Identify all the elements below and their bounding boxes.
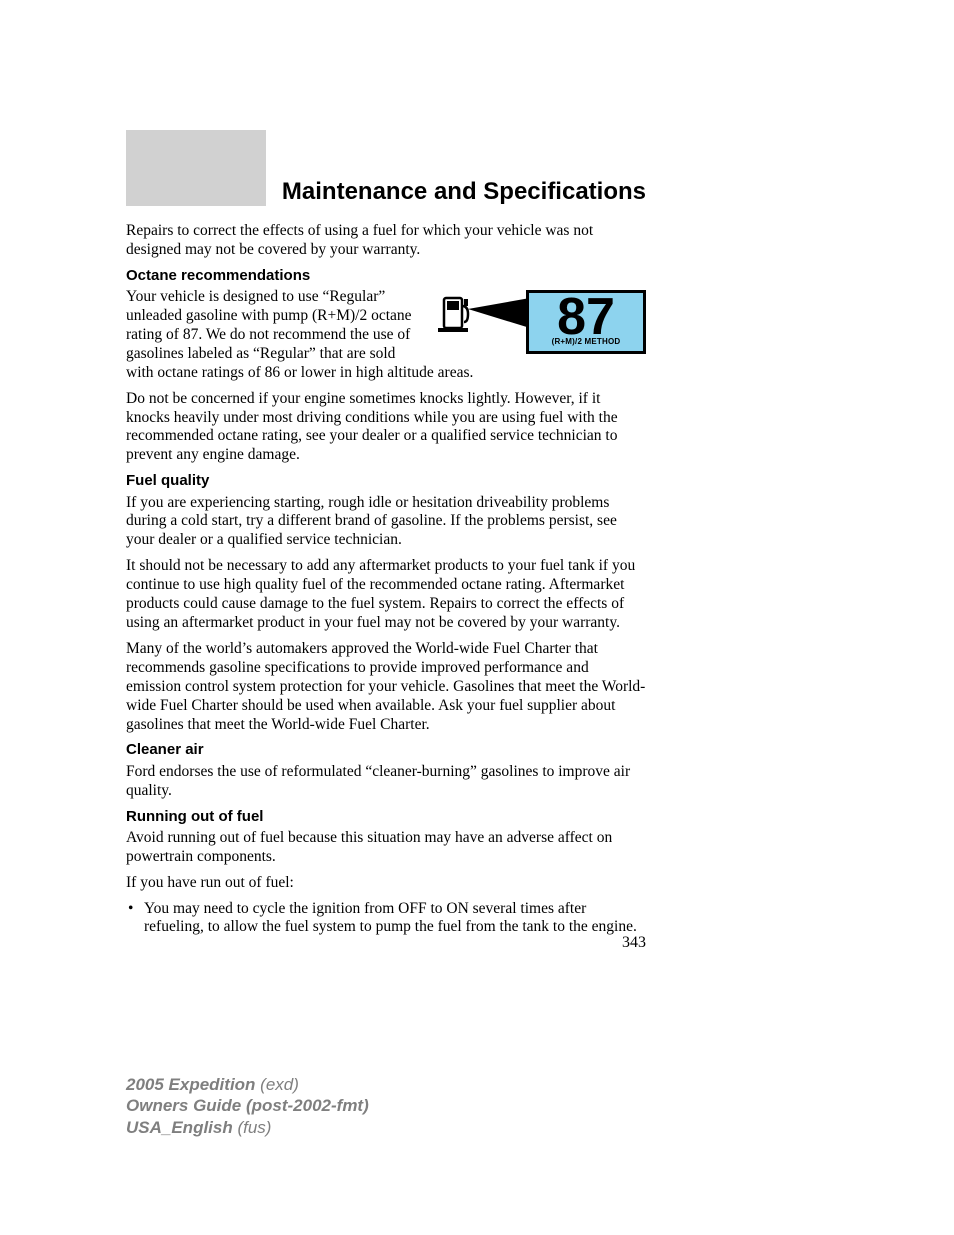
ro-p2: If you have run out of fuel:	[126, 874, 646, 893]
heading-fuel-quality: Fuel quality	[126, 472, 646, 490]
octane-method: (R+M)/2 METHOD	[529, 337, 643, 347]
footer-line-1: 2005 Expedition (exd)	[126, 1074, 369, 1095]
footer-line3-rest: (fus)	[233, 1118, 272, 1137]
fuel-pump-icon	[438, 294, 530, 344]
heading-running-out: Running out of fuel	[126, 808, 646, 826]
footer-line1-bold: 2005 Expedition	[126, 1075, 255, 1094]
fq-p3: Many of the world’s automakers approved …	[126, 640, 646, 735]
fq-p2: It should not be necessary to add any af…	[126, 557, 646, 633]
fq-p1: If you are experiencing starting, rough …	[126, 494, 646, 551]
bullet-text: You may need to cycle the ignition from …	[144, 900, 646, 938]
footer-line2-bold: Owners Guide (post-2002-fmt)	[126, 1096, 369, 1115]
bullet-dot-icon: •	[126, 900, 144, 938]
octane-box: 87 (R+M)/2 METHOD	[526, 290, 646, 354]
heading-cleaner-air: Cleaner air	[126, 741, 646, 759]
footer-line3-bold: USA_English	[126, 1118, 233, 1137]
footer-line1-rest: (exd)	[255, 1075, 298, 1094]
octane-figure: 87 (R+M)/2 METHOD	[434, 290, 646, 358]
octane-number: 87	[529, 291, 643, 343]
footer-line-2: Owners Guide (post-2002-fmt)	[126, 1095, 369, 1116]
footer: 2005 Expedition (exd) Owners Guide (post…	[126, 1074, 369, 1138]
octane-p2: Do not be concerned if your engine somet…	[126, 390, 646, 466]
footer-line-3: USA_English (fus)	[126, 1117, 369, 1138]
ro-p1: Avoid running out of fuel because this s…	[126, 829, 646, 867]
page-number: 343	[622, 934, 646, 952]
heading-octane: Octane recommendations	[126, 267, 646, 285]
bullet-item: • You may need to cycle the ignition fro…	[126, 900, 646, 938]
intro-paragraph: Repairs to correct the effects of using …	[126, 222, 646, 260]
content-area: Repairs to correct the effects of using …	[126, 222, 646, 942]
cleaner-p1: Ford endorses the use of reformulated “c…	[126, 763, 646, 801]
section-title: Maintenance and Specifications	[126, 178, 646, 206]
